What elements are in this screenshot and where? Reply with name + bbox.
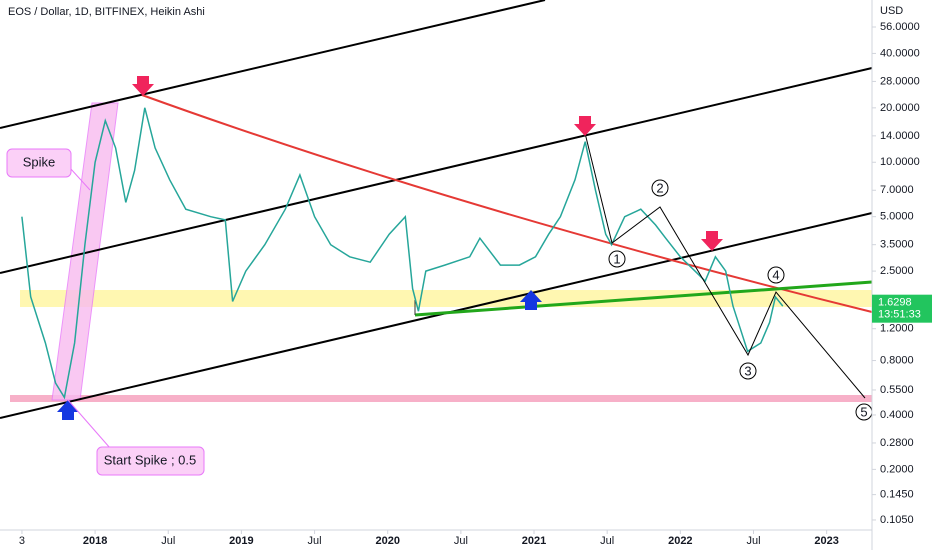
y-tick-label: 20.0000 xyxy=(880,102,920,114)
x-tick-label: Jul xyxy=(746,535,760,547)
up-arrow xyxy=(520,290,542,310)
y-tick-label: 3.5000 xyxy=(880,239,914,251)
y-tick-label: 0.2800 xyxy=(880,437,914,449)
y-tick-label: 2.5000 xyxy=(880,265,914,277)
spike-zone xyxy=(51,102,119,401)
y-tick-label: 0.8000 xyxy=(880,354,914,366)
x-tick-label: 2019 xyxy=(229,535,253,547)
callout-text: Spike xyxy=(23,154,56,169)
wave-label: 1 xyxy=(613,251,620,266)
y-tick-label: 7.0000 xyxy=(880,184,914,196)
wave-path xyxy=(584,132,866,399)
y-tick-label: 5.0000 xyxy=(880,211,914,223)
wave-label: 3 xyxy=(744,363,751,378)
last-price-label: 1.6298 xyxy=(878,297,912,309)
y-tick-label: 14.0000 xyxy=(880,130,920,142)
wave-label: 4 xyxy=(772,267,779,282)
down-arrow xyxy=(574,116,596,136)
callout-pointer xyxy=(67,399,111,449)
x-tick-label: 2023 xyxy=(814,535,838,547)
wave-label: 5 xyxy=(860,404,867,419)
channel-line xyxy=(0,0,546,129)
channel-line xyxy=(0,212,873,419)
callout-box xyxy=(6,148,72,178)
support-zone xyxy=(20,290,872,307)
wave-labels: 1 2 3 4 5 xyxy=(608,179,873,421)
y-tick-label: 0.2000 xyxy=(880,463,914,475)
price-line xyxy=(21,107,784,400)
callout-box xyxy=(96,446,205,476)
callout-pointer xyxy=(69,167,91,191)
base-zone xyxy=(10,395,872,402)
channel-line xyxy=(0,67,873,274)
x-tick-label: Jul xyxy=(600,535,614,547)
y-tick-label: 1.2000 xyxy=(880,323,914,335)
y-tick-label: 40.0000 xyxy=(880,47,920,59)
down-arrow xyxy=(701,231,723,251)
wave-circle xyxy=(651,179,669,197)
wave-label: 2 xyxy=(656,180,663,195)
x-tick-label: 2021 xyxy=(522,535,546,547)
last-price-tag xyxy=(872,294,932,323)
up-arrow xyxy=(57,400,79,420)
x-tick-label: Jul xyxy=(454,535,468,547)
price-axis xyxy=(872,0,932,550)
x-tick-label: 2020 xyxy=(375,535,399,547)
y-tick-label: 0.5500 xyxy=(880,384,914,396)
y-tick-label: 0.1050 xyxy=(880,514,914,526)
y-tick-label: 0.4000 xyxy=(880,409,914,421)
x-tick-label: 2022 xyxy=(668,535,692,547)
chart-title: EOS / Dollar, 1D, BITFINEX, Heikin Ashi xyxy=(8,6,205,18)
y-tick-label: 56.0000 xyxy=(880,21,920,33)
wave-circle xyxy=(739,362,757,380)
x-tick-label: Jul xyxy=(308,535,322,547)
wave-circle xyxy=(767,266,785,284)
trend-line xyxy=(414,280,873,317)
x-tick-label: 3 xyxy=(19,535,25,547)
callout-text: Start Spike ; 0.5 xyxy=(104,452,197,467)
y-tick-label: 10.0000 xyxy=(880,156,920,168)
wave-circle xyxy=(608,250,626,268)
down-arrow xyxy=(132,76,154,96)
resistance-curve xyxy=(141,94,873,313)
y-tick-label: 28.0000 xyxy=(880,75,920,87)
x-tick-label: Jul xyxy=(161,535,175,547)
y-axis-label: USD xyxy=(880,5,903,17)
x-tick-label: 2018 xyxy=(83,535,107,547)
countdown-label: 13:51:33 xyxy=(878,309,921,321)
y-tick-label: 0.1450 xyxy=(880,489,914,501)
